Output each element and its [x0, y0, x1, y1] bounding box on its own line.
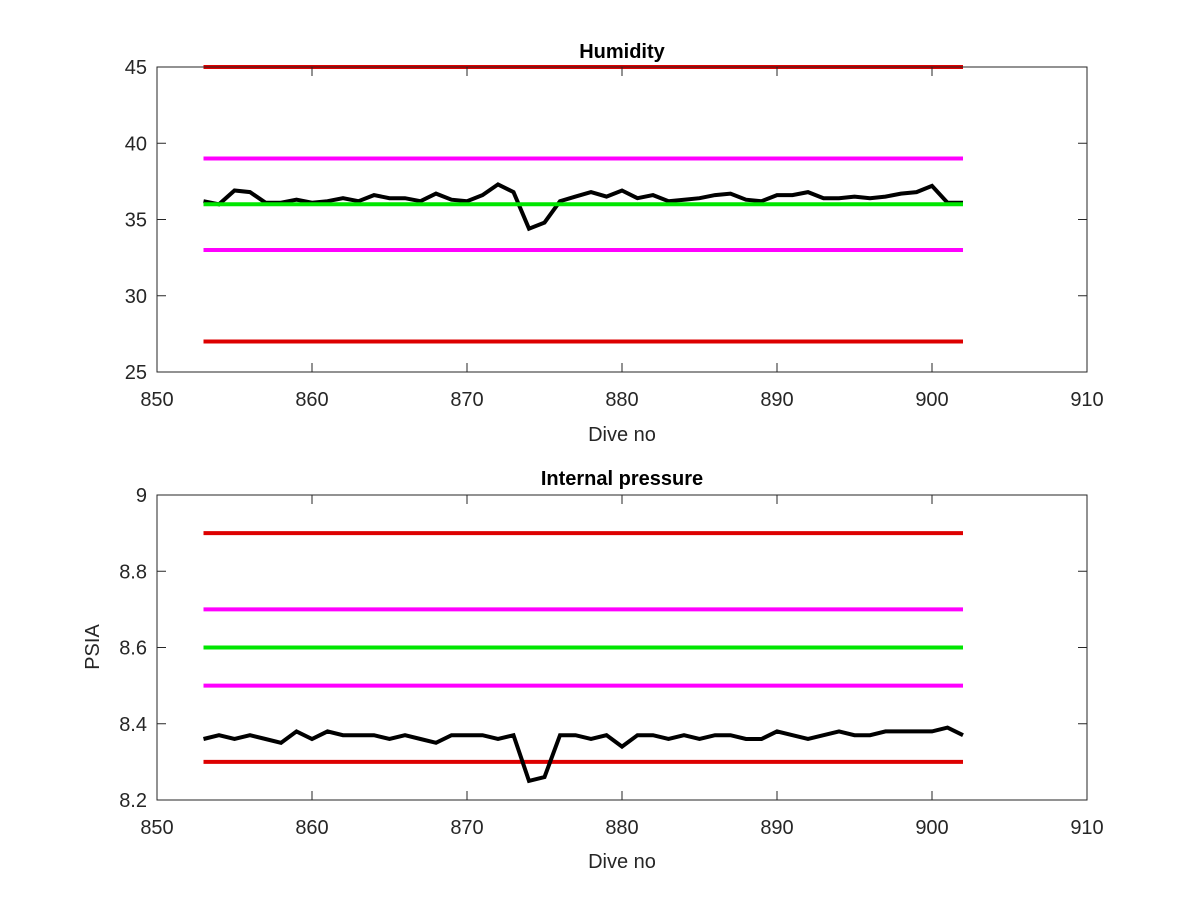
humidity-x-tick-label: 910: [1070, 389, 1103, 411]
pressure-x-tick-label: 910: [1070, 817, 1103, 839]
pressure-x-tick-label: 850: [140, 817, 173, 839]
pressure-x-tick-label: 880: [605, 817, 638, 839]
pressure-x-tick-label: 890: [760, 817, 793, 839]
humidity-x-tick-label: 850: [140, 389, 173, 411]
pressure-x-axis-label: Dive no: [588, 851, 656, 873]
humidity-y-tick-label: 25: [125, 362, 147, 384]
humidity-x-tick-label: 880: [605, 389, 638, 411]
pressure-y-tick-label: 8.6: [119, 638, 147, 660]
pressure-y-tick-label: 8.4: [119, 714, 147, 736]
pressure-series-line-5: [203, 725, 964, 784]
humidity-x-tick-label: 900: [915, 389, 948, 411]
humidity-series-line-0: [203, 182, 963, 232]
pressure-ticks: 850 860 870 880 890 900 910 8.2 8.4 8.6 8.8 9: [119, 485, 1104, 839]
pressure-y-tick-label: 9: [136, 485, 147, 507]
humidity-y-tick-label: 40: [125, 133, 147, 155]
pressure-y-axis-label: PSIA: [82, 624, 104, 670]
pressure-x-tick-label: 900: [915, 817, 948, 839]
humidity-y-tick-label: 30: [125, 286, 147, 308]
humidity-x-tick-label: 870: [450, 389, 483, 411]
pressure-subplot: 850 860 870 880 890 900 910 8.2 8.4 8.6 8.8 9 Inter…: [82, 468, 1104, 873]
humidity-y-tick-label: 35: [125, 210, 147, 232]
humidity-x-tick-label: 860: [295, 389, 328, 411]
humidity-subplot: 850 860 870 880 890 900 910 25 30 35 40 45 Humidity…: [125, 41, 1104, 446]
pressure-x-tick-label: 860: [295, 817, 328, 839]
humidity-x-axis-label: Dive no: [588, 424, 656, 446]
humidity-chart-title: Humidity: [579, 41, 665, 63]
pressure-x-tick-label: 870: [450, 817, 483, 839]
pressure-chart-title: Internal pressure: [541, 468, 703, 490]
pressure-y-tick-label: 8.2: [119, 790, 147, 812]
humidity-y-tick-label: 45: [125, 57, 147, 79]
humidity-ticks: 850 860 870 880 890 900 910 25 30 35 40 45: [125, 57, 1104, 411]
pressure-y-tick-label: 8.8: [119, 561, 147, 583]
pressure-series-layer: [203, 531, 964, 784]
humidity-x-tick-label: 890: [760, 389, 793, 411]
